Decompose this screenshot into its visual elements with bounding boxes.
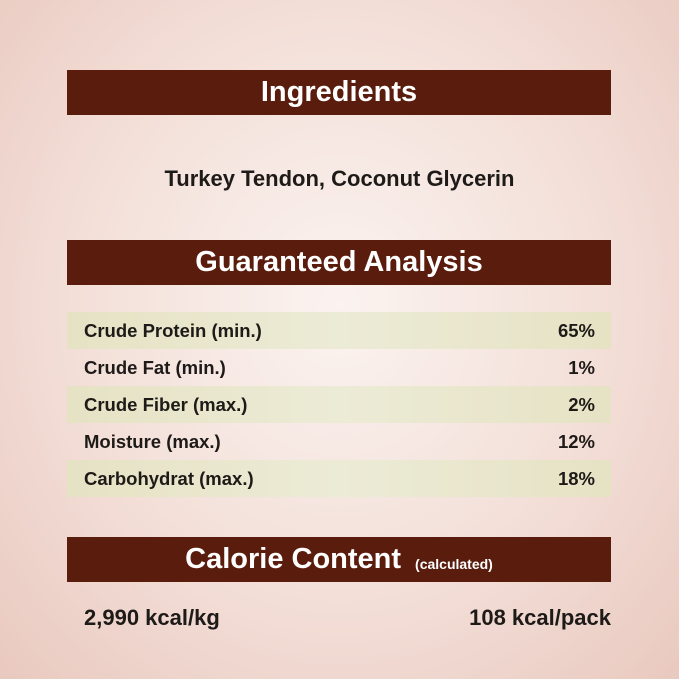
calorie-note: (calculated)	[415, 555, 493, 572]
ingredients-text: Turkey Tendon, Coconut Glycerin	[164, 166, 515, 191]
row-label: Crude Fiber (max.)	[84, 393, 248, 415]
calorie-per-pack: 108 kcal/pack	[469, 605, 611, 630]
table-row: Crude Fiber (max.) 2%	[67, 386, 611, 423]
calorie-per-kg: 2,990 kcal/kg	[84, 605, 220, 630]
row-label: Crude Fat (min.)	[84, 356, 226, 378]
ingredients-header: Ingredients	[67, 70, 611, 115]
table-row: Crude Fat (min.) 1%	[67, 349, 611, 386]
analysis-table: Crude Protein (min.) 65% Crude Fat (min.)…	[67, 312, 611, 497]
row-value: 2%	[568, 393, 595, 415]
row-label: Moisture (max.)	[84, 430, 221, 452]
calorie-title: Calorie Content	[185, 543, 402, 575]
row-label: Crude Protein (min.)	[84, 319, 262, 341]
analysis-title: Guaranteed Analysis	[195, 246, 483, 278]
calorie-header: Calorie Content (calculated)	[67, 537, 611, 582]
table-row: Crude Protein (min.) 65%	[67, 312, 611, 349]
row-label: Carbohydrat (max.)	[84, 467, 254, 489]
row-value: 65%	[557, 319, 595, 341]
row-value: 1%	[568, 356, 595, 378]
row-value: 12%	[557, 430, 595, 452]
row-value: 18%	[557, 467, 595, 489]
table-row: Moisture (max.) 12%	[67, 423, 611, 460]
table-row: Carbohydrat (max.) 18%	[67, 460, 611, 497]
analysis-header: Guaranteed Analysis	[67, 240, 611, 285]
ingredients-title: Ingredients	[260, 76, 418, 108]
